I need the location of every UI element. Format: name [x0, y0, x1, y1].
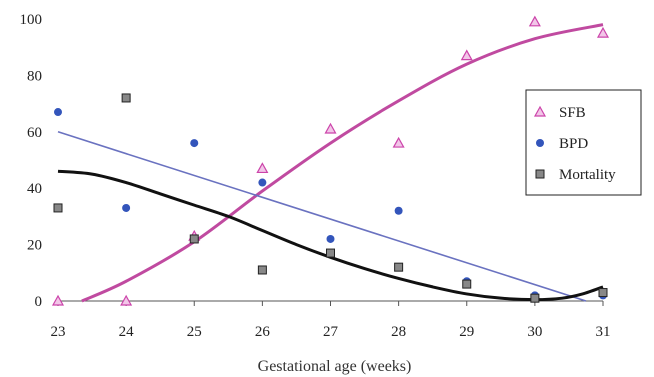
y-axis-ticks: 0 20 40 60 80 100: [20, 12, 43, 310]
legend-marker-mortality: [535, 169, 545, 179]
point-sfb: [256, 162, 269, 174]
y-tick-label: 40: [27, 181, 42, 197]
point-sfb: [460, 49, 473, 61]
point-mortality: [394, 262, 404, 272]
x-tick-label: 28: [391, 324, 406, 340]
point-mortality: [462, 279, 472, 289]
legend-label-bpd: BPD: [559, 136, 588, 152]
legend-label-mortality: Mortality: [559, 167, 616, 183]
point-bpd: [190, 139, 199, 148]
x-tick-label: 27: [323, 324, 339, 340]
point-sfb: [528, 15, 541, 27]
point-bpd: [122, 203, 131, 212]
legend: SFB BPD Mortality: [525, 89, 642, 196]
point-bpd: [394, 206, 403, 215]
point-sfb: [392, 136, 405, 148]
point-sfb: [51, 294, 65, 306]
y-tick-label: 20: [27, 238, 42, 254]
x-tick-label: 29: [459, 324, 474, 340]
point-sfb: [596, 26, 610, 38]
x-tick-label: 24: [119, 324, 135, 340]
legend-marker-sfb: [533, 105, 547, 117]
data-points: [51, 15, 610, 306]
x-axis-ticks: 23 24 25 26 27 28 29 30 31: [51, 301, 611, 340]
legend-box: [525, 89, 642, 196]
point-sfb: [120, 294, 133, 306]
y-tick-label: 60: [27, 125, 42, 141]
y-tick-label: 0: [35, 294, 43, 310]
trendline-bpd: [57, 131, 587, 302]
trendline-sfb: [81, 23, 604, 303]
point-mortality: [530, 293, 540, 303]
trendlines: [57, 23, 604, 303]
y-tick-label: 100: [20, 12, 43, 28]
point-bpd: [54, 108, 62, 117]
point-sfb: [324, 122, 337, 134]
point-mortality: [53, 203, 63, 213]
x-axis-title: Gestational age (weeks): [258, 358, 412, 375]
point-mortality: [326, 248, 335, 258]
legend-label-sfb: SFB: [559, 105, 586, 121]
y-tick-label: 80: [27, 68, 42, 84]
point-mortality: [121, 93, 131, 103]
x-tick-label: 23: [51, 324, 66, 340]
point-mortality: [598, 288, 608, 298]
point-mortality: [189, 234, 199, 244]
point-bpd: [326, 234, 335, 243]
x-tick-label: 31: [596, 324, 611, 340]
x-tick-label: 30: [527, 324, 542, 340]
point-bpd: [258, 178, 267, 187]
legend-marker-bpd: [536, 139, 544, 147]
x-tick-label: 25: [187, 324, 202, 340]
x-tick-label: 26: [255, 324, 271, 340]
point-mortality: [257, 265, 267, 275]
